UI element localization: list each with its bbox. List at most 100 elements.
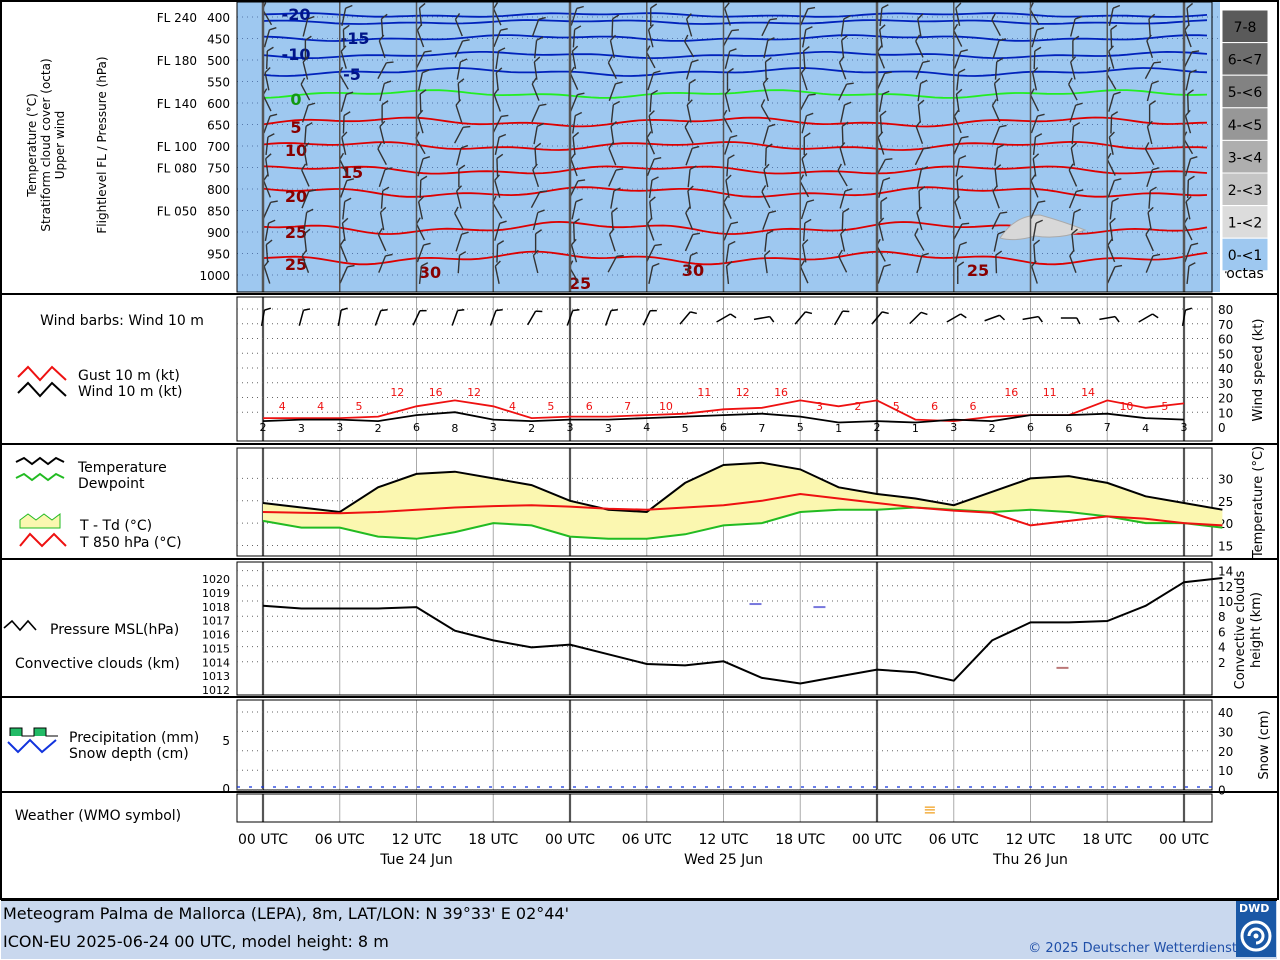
upper-wind-barb: [456, 144, 469, 166]
barb-feather: [424, 50, 432, 53]
wind-right-label: Wind speed (kt): [1251, 319, 1266, 422]
conv-ytick-label: 2: [1218, 656, 1226, 670]
barb-feather: [307, 102, 316, 106]
upper-wind-barb: [762, 123, 776, 145]
barb-feather: [611, 308, 618, 312]
upper-wind-barb: [304, 122, 313, 145]
barb-feather: [494, 260, 501, 267]
upper-wind-barb: [610, 100, 621, 123]
barb-staff: [984, 314, 1000, 322]
barb-feather: [920, 311, 928, 316]
upper-wind-barb: [608, 168, 624, 187]
barb-feather: [269, 113, 278, 117]
upper-wind-barb: [495, 67, 503, 91]
upper-wind-barb: [876, 71, 892, 91]
barb-staff: [342, 201, 346, 220]
barb-feather: [957, 261, 965, 267]
barb-staff: [493, 94, 501, 112]
pressure-tick-label: 750: [207, 162, 230, 176]
barb-staff: [1144, 148, 1155, 166]
cloud-legend-unit-label: octas: [1226, 266, 1264, 282]
barb-feather: [1146, 34, 1152, 42]
gust-value-label: 2: [854, 400, 861, 413]
upper-wind-barb: [763, 37, 775, 59]
cloud-legend-label: 0-<1: [1228, 248, 1263, 264]
upper-wind-barb: [993, 77, 1001, 102]
barb-staff: [993, 233, 999, 252]
upper-wind-barb: [611, 14, 620, 37]
barb-feather: [1148, 13, 1156, 20]
barb-staff: [607, 255, 618, 273]
barb-staff: [378, 255, 387, 273]
upper-wind-barb: [1030, 113, 1045, 134]
barb-feather: [885, 158, 893, 161]
upper-sky-area: [237, 2, 1220, 292]
barb-staff: [569, 180, 579, 198]
surface-wind-barb: [526, 310, 543, 326]
upper-wind-barb: [303, 228, 311, 252]
barb-staff: [415, 137, 426, 155]
t850-legend-label: T 850 hPa (°C): [79, 535, 182, 551]
cloud-legend-label: 6-<7: [1228, 53, 1263, 69]
barb-feather: [882, 90, 890, 95]
upper-wind-barb: [880, 196, 888, 220]
barb-staff: [799, 266, 809, 284]
barb-feather: [455, 99, 462, 106]
upper-wind-barb: [723, 195, 732, 220]
upper-wind-barb: [724, 134, 738, 155]
barb-staff: [995, 255, 998, 274]
barb-feather: [531, 77, 537, 85]
upper-wind-barb: [992, 38, 1007, 59]
upper-wind-barb: [954, 241, 967, 263]
barb-feather: [497, 240, 505, 246]
panel-frame: [236, 1, 1213, 293]
isotherm-label: 25: [569, 274, 591, 293]
barb-staff: [263, 29, 271, 48]
barb-feather: [803, 46, 810, 52]
upper-wind-barb: [1031, 67, 1039, 91]
wind-value-label: 7: [758, 422, 765, 435]
day-label: Thu 26 Jun: [992, 852, 1068, 868]
barb-staff: [799, 180, 810, 198]
barb-staff: [1108, 94, 1115, 112]
cloud-legend-swatch: [1221, 205, 1269, 239]
barb-staff: [762, 83, 770, 102]
upper-wind-barb: [1109, 197, 1119, 220]
upper-ylabel-temperature: Temperature (°C): [25, 93, 39, 198]
upper-wind-barb: [572, 131, 580, 156]
upper-wind-barb: [416, 23, 425, 48]
wind-value-label: 3: [567, 421, 574, 434]
barb-staff: [725, 180, 730, 198]
barb-staff: [341, 137, 347, 155]
upper-wind-barb: [648, 176, 659, 199]
barb-staff: [840, 233, 846, 252]
upper-wind-barb: [992, 124, 1007, 144]
surface-wind-barb: [753, 315, 775, 323]
barb-feather: [577, 179, 586, 182]
barb-feather: [955, 2, 962, 9]
barb-staff: [991, 19, 1001, 37]
upper-wind-barb: [685, 145, 700, 166]
barb-staff: [724, 8, 731, 26]
barb-staff: [1184, 29, 1192, 48]
barb-staff: [956, 72, 960, 91]
upper-wind-barb: [417, 196, 425, 220]
barb-feather: [768, 123, 776, 128]
barb-feather: [1033, 239, 1041, 246]
barb-staff: [495, 50, 500, 70]
barb-feather: [570, 238, 577, 246]
barb-staff: [417, 158, 424, 177]
barb-feather: [303, 142, 310, 149]
barb-feather: [1113, 91, 1121, 96]
wind-ytick-label: 0: [1218, 421, 1226, 435]
upper-wind-barb: [917, 13, 924, 37]
upper-wind-barb: [417, 69, 430, 91]
barb-feather: [342, 217, 349, 224]
barb-feather: [726, 260, 733, 267]
cloud-legend-label: 2-<3: [1228, 183, 1263, 199]
barb-feather: [956, 175, 964, 181]
gust-value-label: 16: [429, 386, 443, 399]
barb-feather: [536, 122, 545, 128]
temp-ytick-label: 15: [1218, 540, 1233, 554]
barb-feather: [419, 2, 426, 9]
